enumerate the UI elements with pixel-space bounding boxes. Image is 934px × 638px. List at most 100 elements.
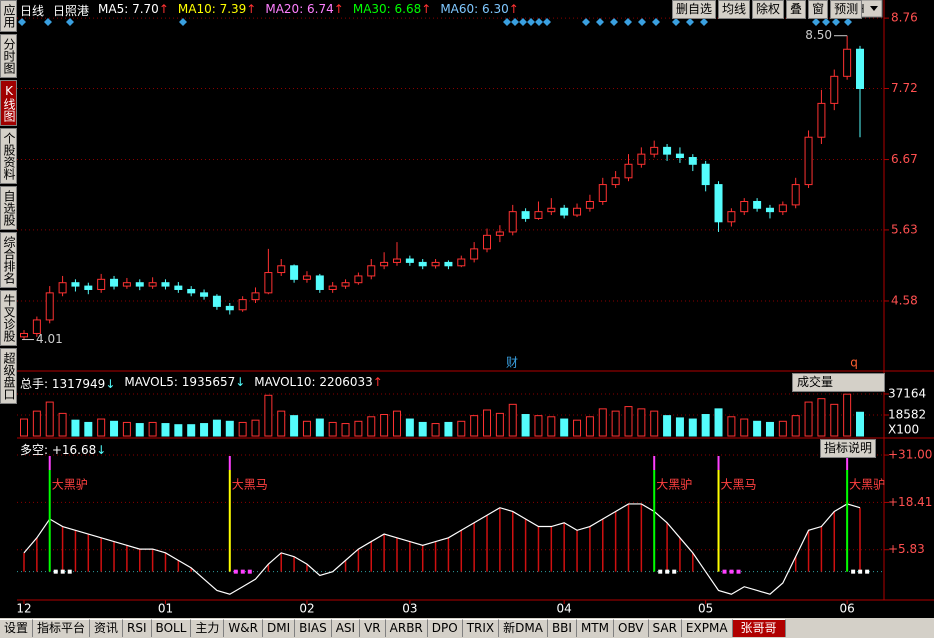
bottom-tab[interactable]: 张哥哥 bbox=[732, 619, 786, 637]
sidebar-tab[interactable]: 综合排名 bbox=[0, 232, 17, 288]
bottom-tab[interactable]: OBV bbox=[614, 619, 649, 637]
bottom-tab[interactable]: 主力 bbox=[191, 619, 225, 637]
bottom-tab[interactable]: 设置 bbox=[0, 619, 34, 637]
legend-item: MAVOL5: 1935657↓ bbox=[124, 375, 245, 392]
x-tick-label: 06 bbox=[839, 602, 854, 616]
volume-bar bbox=[624, 406, 633, 437]
signal-label: 大黑驴 bbox=[849, 477, 885, 492]
candle-body bbox=[727, 211, 736, 223]
bottom-tab[interactable]: SAR bbox=[648, 619, 682, 637]
volume-bar bbox=[354, 420, 363, 437]
legend-text: MA10: 7.39 bbox=[177, 2, 247, 16]
signal-dot bbox=[722, 569, 727, 574]
indicator-help[interactable]: 指标说明 bbox=[820, 439, 877, 458]
sidebar-tab[interactable]: 自选股 bbox=[0, 186, 17, 230]
period[interactable]: 日线 bbox=[20, 4, 45, 18]
candle-body bbox=[341, 282, 350, 287]
toolbar-button[interactable]: 窗 bbox=[808, 0, 829, 19]
signal-diamond bbox=[519, 18, 527, 26]
candle-body bbox=[251, 292, 260, 301]
bottom-tab[interactable]: BOLL bbox=[151, 619, 192, 637]
volume-bar bbox=[547, 416, 556, 437]
sidebar-tab[interactable]: 分时图 bbox=[0, 34, 17, 78]
candle-body bbox=[457, 258, 466, 267]
x-tick-label: 02 bbox=[299, 602, 314, 616]
bottom-tab[interactable]: 资讯 bbox=[90, 619, 124, 637]
bottom-tab[interactable]: ARBR bbox=[385, 619, 428, 637]
sidebar-tab[interactable]: 个股资料 bbox=[0, 128, 17, 184]
sidebar-tab[interactable]: 超级盘口 bbox=[0, 348, 17, 404]
volume-bar bbox=[444, 421, 453, 437]
legend-arrow: ↑ bbox=[421, 2, 432, 16]
volume-bar bbox=[367, 416, 376, 437]
candle-body bbox=[817, 102, 826, 138]
toolbar-button[interactable]: 删自选 bbox=[672, 0, 717, 19]
volume-bar bbox=[328, 421, 337, 437]
bottom-tab[interactable]: W&R bbox=[224, 619, 263, 637]
bottom-tab[interactable]: DPO bbox=[427, 619, 463, 637]
bottom-tab[interactable]: ASI bbox=[331, 619, 361, 637]
bottom-tab[interactable]: BIAS bbox=[295, 619, 332, 637]
volume-bar bbox=[778, 420, 787, 437]
y-tick-label: +31.00 bbox=[888, 448, 932, 462]
toolbar-button[interactable]: 预测 bbox=[830, 0, 863, 19]
volume-header: 总手: 1317949↓ MAVOL5: 1935657↓ MAVOL10: 220… bbox=[20, 375, 383, 392]
signal-dot bbox=[851, 569, 856, 574]
bottom-tab[interactable]: BBI bbox=[547, 619, 577, 637]
legend-text: MAVOL5: 1935657 bbox=[124, 375, 236, 389]
candle-body bbox=[45, 292, 54, 321]
toolbar-button[interactable]: 均线 bbox=[718, 0, 751, 19]
legend-text: MA20: 6.74 bbox=[265, 2, 334, 16]
signal-diamond bbox=[700, 18, 708, 26]
bottom-tab[interactable]: EXPMA bbox=[681, 619, 733, 637]
candle-body bbox=[843, 48, 852, 77]
legend-item: MA30: 6.68↑ bbox=[353, 2, 431, 19]
candle-body bbox=[110, 278, 119, 287]
legend-arrow: ↑ bbox=[158, 2, 169, 16]
bottom-tab[interactable]: MTM bbox=[576, 619, 614, 637]
candle-body bbox=[328, 285, 337, 290]
toolbar-button[interactable]: 叠 bbox=[786, 0, 807, 19]
signal-diamond bbox=[624, 18, 632, 26]
candle-body bbox=[264, 272, 273, 294]
legend-arrow: ↓ bbox=[96, 443, 107, 457]
candle-body bbox=[315, 275, 324, 290]
signal-diamond bbox=[652, 18, 660, 26]
legend-item: 总手: 1317949↓ bbox=[20, 375, 115, 392]
volume-bar bbox=[380, 414, 389, 437]
legend-item: MA10: 7.39↑ bbox=[178, 2, 256, 19]
signal-dot bbox=[858, 569, 863, 574]
candle-body bbox=[392, 258, 401, 263]
y-tick-label: 7.72 bbox=[891, 81, 918, 95]
bottom-tab[interactable]: VR bbox=[360, 619, 386, 637]
signal-dot bbox=[53, 569, 58, 574]
sidebar-tab[interactable]: 牛叉诊股 bbox=[0, 290, 17, 346]
legend-text: MA60: 6.30 bbox=[440, 2, 509, 16]
sidebar-tab[interactable]: K线图 bbox=[0, 80, 17, 126]
volume-bar bbox=[753, 420, 762, 437]
volume-bar bbox=[508, 403, 517, 437]
x-tick-label: 01 bbox=[158, 602, 173, 616]
signal-diamond bbox=[535, 18, 543, 26]
candle-body bbox=[122, 282, 131, 287]
bottom-tab[interactable]: RSI bbox=[123, 619, 152, 637]
signal-label: 大黑驴 bbox=[656, 477, 692, 492]
candle-body bbox=[663, 146, 672, 155]
sidebar-tab[interactable]: 应用 bbox=[0, 0, 17, 32]
volume-bar bbox=[701, 414, 710, 437]
bottom-tab[interactable]: DMI bbox=[262, 619, 296, 637]
candle-body bbox=[405, 258, 414, 263]
signal-dot bbox=[240, 569, 245, 574]
indicator-select[interactable]: 成交量 bbox=[792, 373, 885, 392]
candle-body bbox=[135, 282, 144, 287]
candle-body bbox=[225, 305, 234, 311]
bottom-tab[interactable]: 新DMA bbox=[499, 619, 548, 637]
volume-bar bbox=[675, 417, 684, 437]
signal-label: 大黑马 bbox=[721, 478, 757, 492]
signal-dot bbox=[736, 569, 741, 574]
event-mark: 财 bbox=[506, 356, 518, 370]
bottom-tab[interactable]: TRIX bbox=[462, 619, 500, 637]
bottom-tab[interactable]: 指标平台 bbox=[33, 619, 91, 637]
toolbar-button[interactable]: 除权 bbox=[752, 0, 785, 19]
